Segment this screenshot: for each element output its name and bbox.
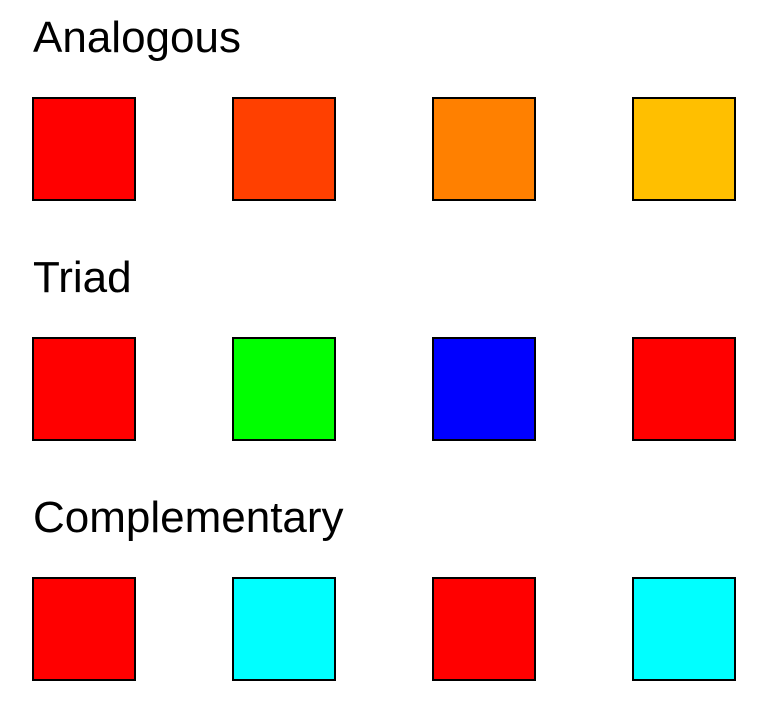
swatch [32,97,136,201]
swatch [232,97,336,201]
swatch-row-complementary [32,577,736,681]
swatch [432,97,536,201]
swatch [632,97,736,201]
group-title-complementary: Complementary [33,493,344,542]
swatch [432,577,536,681]
swatch [32,337,136,441]
swatch-row-analogous [32,97,736,201]
group-title-analogous: Analogous [33,13,241,62]
swatch [632,577,736,681]
swatch-row-triad [32,337,736,441]
group-title-triad: Triad [33,253,132,302]
swatch [432,337,536,441]
swatch [232,337,336,441]
swatch [232,577,336,681]
swatch [32,577,136,681]
swatch [632,337,736,441]
